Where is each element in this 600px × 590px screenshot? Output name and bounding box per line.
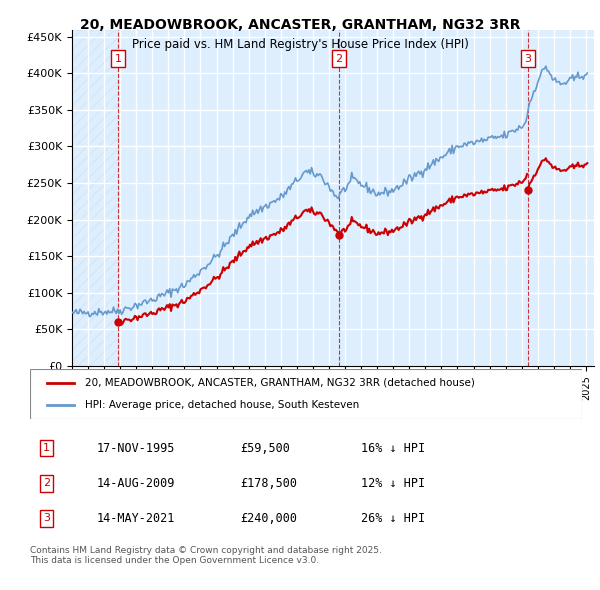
Text: HPI: Average price, detached house, South Kesteven: HPI: Average price, detached house, Sout… xyxy=(85,400,359,410)
Text: £178,500: £178,500 xyxy=(240,477,297,490)
Text: £240,000: £240,000 xyxy=(240,512,297,525)
Text: £59,500: £59,500 xyxy=(240,442,290,455)
Text: 26% ↓ HPI: 26% ↓ HPI xyxy=(361,512,425,525)
Text: 2: 2 xyxy=(43,478,50,488)
Text: 2: 2 xyxy=(335,54,343,64)
Text: 14-AUG-2009: 14-AUG-2009 xyxy=(96,477,175,490)
Text: 1: 1 xyxy=(115,54,122,64)
Text: 3: 3 xyxy=(524,54,531,64)
Text: 14-MAY-2021: 14-MAY-2021 xyxy=(96,512,175,525)
Text: Contains HM Land Registry data © Crown copyright and database right 2025.
This d: Contains HM Land Registry data © Crown c… xyxy=(30,546,382,565)
Text: 16% ↓ HPI: 16% ↓ HPI xyxy=(361,442,425,455)
FancyBboxPatch shape xyxy=(30,369,582,419)
Text: 17-NOV-1995: 17-NOV-1995 xyxy=(96,442,175,455)
Text: 20, MEADOWBROOK, ANCASTER, GRANTHAM, NG32 3RR: 20, MEADOWBROOK, ANCASTER, GRANTHAM, NG3… xyxy=(80,18,520,32)
Text: 1: 1 xyxy=(43,443,50,453)
Text: 12% ↓ HPI: 12% ↓ HPI xyxy=(361,477,425,490)
Text: Price paid vs. HM Land Registry's House Price Index (HPI): Price paid vs. HM Land Registry's House … xyxy=(131,38,469,51)
Text: 3: 3 xyxy=(43,513,50,523)
Text: 20, MEADOWBROOK, ANCASTER, GRANTHAM, NG32 3RR (detached house): 20, MEADOWBROOK, ANCASTER, GRANTHAM, NG3… xyxy=(85,378,475,388)
Bar xyxy=(72,30,118,366)
